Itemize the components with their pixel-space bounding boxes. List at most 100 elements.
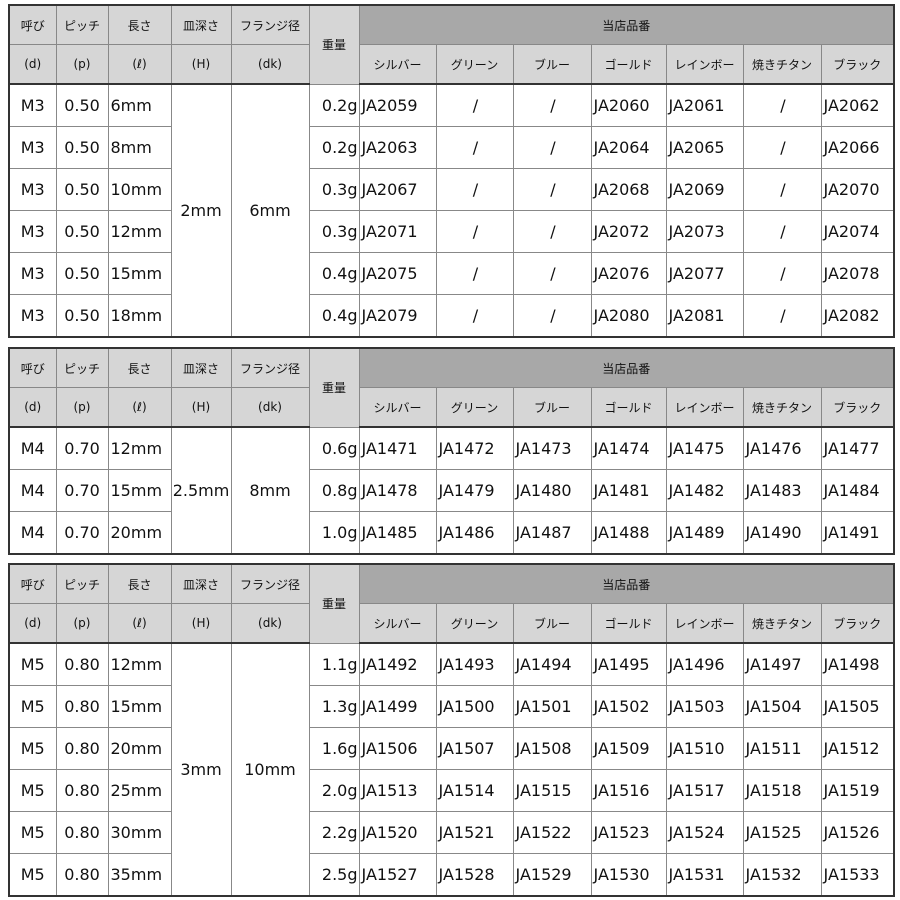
flange-cell: 6mm	[230, 83, 310, 338]
product-code-cell: JA1518	[742, 769, 822, 812]
table-row: M3 0.50 18mm 0.4g JA2079// JA2080 JA2081/JA208…	[8, 294, 895, 338]
flange-cell: 10mm	[230, 642, 310, 897]
product-code-cell: JA1517	[665, 769, 744, 812]
header-weight: 重量	[308, 347, 360, 428]
product-code-cell: JA1502	[590, 685, 667, 728]
product-code-cell: JA1510	[665, 727, 744, 770]
header-row: 呼び ピッチ 長さ 皿深さ フランジ径 重量 当店品番	[8, 563, 895, 644]
product-code-cell: JA1527	[358, 853, 437, 897]
product-code-cell: JA1511	[742, 727, 822, 770]
product-code-cell: JA1521	[435, 811, 514, 854]
product-code-cell: JA1523	[590, 811, 667, 854]
weight-cell: 1.6g	[308, 727, 360, 770]
nominal-cell: M5	[8, 811, 57, 854]
product-code-cell: /	[435, 210, 514, 253]
product-code-cell: /	[512, 252, 592, 295]
product-code-cell: JA2066	[820, 126, 895, 169]
nominal-cell: M3	[8, 210, 57, 253]
spec-table-3: 呼び ピッチ 長さ 皿深さ フランジ径 重量 当店品番 (d) (p) (ℓ) (H) (dk) シルバ…	[8, 563, 896, 897]
header-weight: 重量	[308, 4, 360, 85]
length-cell: 12mm	[107, 426, 172, 470]
header-nominal: 呼び	[8, 347, 57, 388]
header-row: (d) (p) (ℓ) (H) (dk) シルバー グリーン ブルー ゴールド レインボー 焼きチタ…	[8, 603, 895, 644]
product-code-cell: JA1485	[358, 511, 437, 555]
product-code-cell: JA1525	[742, 811, 822, 854]
product-code-cell: JA2081	[665, 294, 744, 338]
header-color: ブラック	[820, 44, 895, 85]
nominal-cell: M5	[8, 685, 57, 728]
weight-cell: 0.2g	[308, 126, 360, 169]
nominal-cell: M5	[8, 642, 57, 686]
header-depth: 皿深さ	[170, 563, 232, 604]
table-row: M3 0.50 12mm 0.3g JA2071// JA2072 JA2073/JA207…	[8, 210, 895, 253]
product-code-cell: JA2068	[590, 168, 667, 211]
weight-cell: 1.1g	[308, 642, 360, 686]
product-code-cell: JA1491	[820, 511, 895, 555]
nominal-cell: M5	[8, 769, 57, 812]
product-code-cell: JA1475	[665, 426, 744, 470]
product-code-cell: JA2070	[820, 168, 895, 211]
product-code-cell: JA1504	[742, 685, 822, 728]
table-row: M4 0.70 20mm 1.0g JA1485 JA1486 JA1487 JA1488 JA…	[8, 511, 895, 555]
length-cell: 6mm	[107, 83, 172, 127]
header-color: グリーン	[435, 387, 514, 428]
length-cell: 15mm	[107, 469, 172, 512]
header-flange-symbol: (dk)	[230, 44, 310, 85]
header-pitch: ピッチ	[55, 347, 109, 388]
header-depth-symbol: (H)	[170, 603, 232, 644]
product-code-cell: JA1531	[665, 853, 744, 897]
product-code-cell: JA2067	[358, 168, 437, 211]
header-length-symbol: (ℓ)	[107, 387, 172, 428]
product-code-cell: JA1486	[435, 511, 514, 555]
header-weight: 重量	[308, 563, 360, 644]
header-length-symbol: (ℓ)	[107, 44, 172, 85]
header-row: 呼び ピッチ 長さ 皿深さ フランジ径 重量 当店品番	[8, 347, 895, 428]
product-code-cell: JA1474	[590, 426, 667, 470]
nominal-cell: M3	[8, 126, 57, 169]
header-color: シルバー	[358, 603, 437, 644]
product-code-cell: JA1519	[820, 769, 895, 812]
header-color: ブラック	[820, 603, 895, 644]
header-pitch-symbol: (p)	[55, 44, 109, 85]
product-code-cell: /	[742, 126, 822, 169]
pitch-cell: 0.50	[55, 126, 109, 169]
product-code-cell: JA1482	[665, 469, 744, 512]
nominal-cell: M4	[8, 469, 57, 512]
product-code-cell: JA1529	[512, 853, 592, 897]
product-code-cell: JA2060	[590, 83, 667, 127]
header-length: 長さ	[107, 347, 172, 388]
nominal-cell: M3	[8, 83, 57, 127]
header-color: ブルー	[512, 387, 592, 428]
product-code-cell: JA1512	[820, 727, 895, 770]
product-code-cell: JA1508	[512, 727, 592, 770]
product-code-cell: JA1471	[358, 426, 437, 470]
table-row: M3 0.50 10mm 0.3g JA2067// JA2068 JA2069/JA207…	[8, 168, 895, 211]
pitch-cell: 0.50	[55, 168, 109, 211]
header-color: 焼きチタン	[742, 387, 822, 428]
header-pitch-symbol: (p)	[55, 387, 109, 428]
product-code-cell: /	[435, 294, 514, 338]
table-row: M3 0.50 8mm 0.2g JA2063// JA2064 JA2065/JA2066	[8, 126, 895, 169]
product-code-cell: JA2063	[358, 126, 437, 169]
nominal-cell: M5	[8, 727, 57, 770]
product-code-cell: JA2064	[590, 126, 667, 169]
product-code-cell: JA2061	[665, 83, 744, 127]
product-code-cell: JA1501	[512, 685, 592, 728]
table-row: M4 0.70 15mm 0.8g JA1478 JA1479 JA1480 JA1481 JA…	[8, 469, 895, 512]
product-code-cell: /	[512, 168, 592, 211]
header-depth: 皿深さ	[170, 4, 232, 45]
weight-cell: 0.3g	[308, 210, 360, 253]
length-cell: 12mm	[107, 642, 172, 686]
weight-cell: 2.2g	[308, 811, 360, 854]
product-code-cell: /	[435, 126, 514, 169]
table-row: M4 0.70 12mm 2.5mm 8mm 0.6g JA1471 JA1472 JA1473…	[8, 426, 895, 555]
product-code-cell: /	[512, 294, 592, 338]
product-code-cell: JA2076	[590, 252, 667, 295]
table-row: M5 0.80 20mm 1.6g JA1506 JA1507 JA1508 JA1509 JA…	[8, 727, 895, 770]
nominal-cell: M5	[8, 853, 57, 897]
length-cell: 15mm	[107, 685, 172, 728]
product-code-cell: JA2072	[590, 210, 667, 253]
product-code-cell: JA2059	[358, 83, 437, 127]
product-code-cell: JA1500	[435, 685, 514, 728]
product-code-cell: JA1493	[435, 642, 514, 686]
